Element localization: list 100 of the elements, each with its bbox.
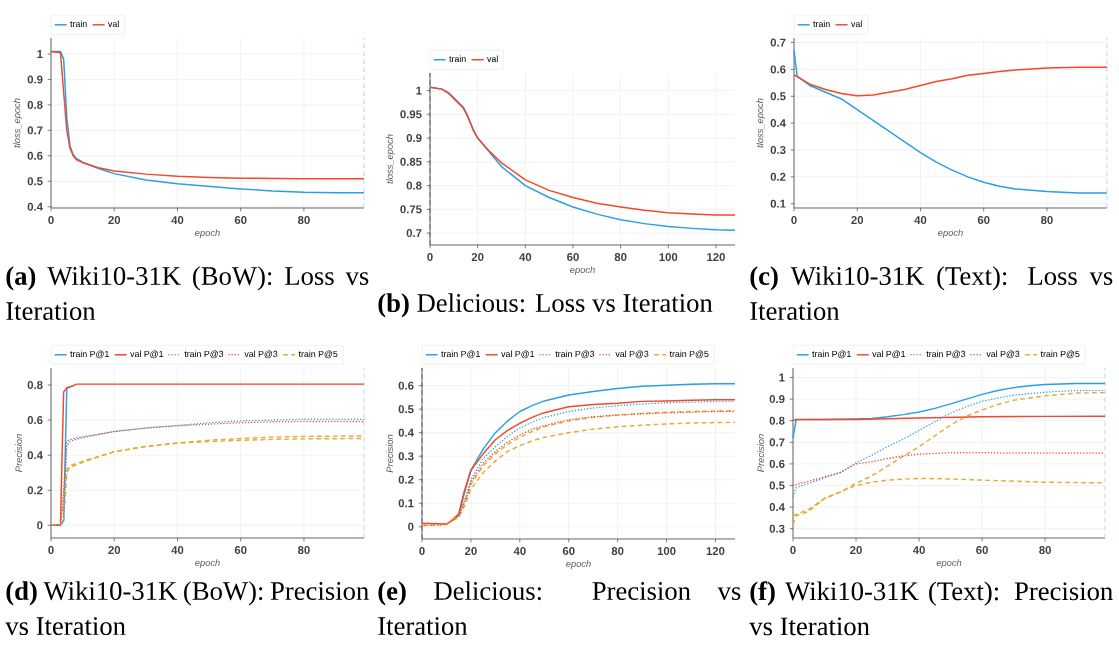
y-tick-label: 0.8 bbox=[406, 181, 422, 190]
x-tick-label: 60 bbox=[234, 216, 247, 225]
legend-label: val P@3 bbox=[615, 350, 649, 359]
y-tick-label: 0.9 bbox=[769, 395, 785, 404]
y-tick-label: 0.9 bbox=[406, 134, 422, 143]
y-tick-label: 0.3 bbox=[769, 524, 785, 533]
y-tick-label: 0.4 bbox=[398, 428, 414, 437]
x-tick-label: 0 bbox=[790, 546, 796, 555]
y-tick-label: 0.2 bbox=[770, 172, 786, 181]
x-tick-label: 40 bbox=[171, 216, 184, 225]
y-tick-label: 0.5 bbox=[770, 92, 786, 101]
x-tick-label: 60 bbox=[977, 216, 990, 225]
x-tick-label: 40 bbox=[519, 253, 532, 262]
legend-label: train P@1 bbox=[441, 350, 480, 359]
x-axis-title: epoch bbox=[570, 266, 595, 275]
x-tick-label: 40 bbox=[912, 546, 925, 555]
y-tick-label: 0.6 bbox=[27, 151, 43, 160]
y-tick-label: 0.7 bbox=[770, 38, 786, 47]
y-tick-label: 0.2 bbox=[27, 486, 43, 495]
x-tick-label: 60 bbox=[234, 546, 247, 555]
y-axis-title: Precision bbox=[15, 434, 23, 472]
legend-label: val P@3 bbox=[986, 350, 1020, 359]
y-axis-title: Precision bbox=[757, 434, 765, 472]
y-tick-label: 1 bbox=[416, 86, 422, 95]
y-tick-label: 0.5 bbox=[27, 177, 43, 186]
x-tick-label: 100 bbox=[659, 253, 678, 262]
legend-label: val P@1 bbox=[501, 350, 535, 359]
x-axis-title: epoch bbox=[938, 229, 963, 238]
x-tick-label: 60 bbox=[976, 546, 988, 555]
x-tick-label: 80 bbox=[1040, 216, 1053, 225]
text: (e) Delicious: Precision vs Iteration bbox=[378, 581, 741, 636]
legend-label: train bbox=[813, 20, 830, 28]
y-tick-label: 0.5 bbox=[398, 405, 414, 414]
x-axis-title: epoch bbox=[936, 559, 962, 568]
y-tick-label: 0.4 bbox=[770, 119, 786, 128]
y-tick-label: 0.6 bbox=[769, 459, 785, 468]
y-tick-label: 0.8 bbox=[27, 100, 43, 109]
y-tick-label: 0.95 bbox=[400, 110, 422, 119]
x-tick-label: 60 bbox=[562, 547, 575, 556]
x-tick-label: 120 bbox=[707, 253, 725, 262]
text: (c) Wiki10-31K (Text): Loss vs Iteration bbox=[750, 266, 1113, 321]
y-axis-title: tloss_epoch bbox=[13, 98, 23, 148]
y-axis-title: tloss_epoch bbox=[756, 98, 766, 148]
legend-label: train P@3 bbox=[184, 350, 224, 359]
x-tick-label: 20 bbox=[108, 216, 121, 225]
x-tick-label: 0 bbox=[48, 546, 54, 555]
y-tick-label: 0.3 bbox=[398, 452, 414, 461]
legend-label: train P@1 bbox=[812, 350, 851, 359]
y-tick-label: 0 bbox=[408, 522, 414, 531]
y-tick-label: 0.4 bbox=[27, 451, 43, 460]
x-axis-title: epoch bbox=[195, 559, 220, 568]
legend-label: train P@5 bbox=[1040, 350, 1080, 359]
x-tick-label: 0 bbox=[791, 216, 797, 225]
y-tick-label: 0.6 bbox=[770, 65, 786, 74]
legend-label: train bbox=[449, 55, 466, 63]
y-tick-label: 0.9 bbox=[27, 75, 43, 84]
y-tick-label: 0.7 bbox=[27, 126, 43, 135]
text: (b) Delicious: Loss vs Iteration bbox=[378, 293, 713, 318]
legend-label: val P@3 bbox=[244, 350, 278, 359]
y-tick-label: 0.75 bbox=[400, 205, 422, 214]
x-tick-label: 0 bbox=[427, 253, 433, 262]
x-tick-label: 80 bbox=[1039, 546, 1051, 555]
x-tick-label: 20 bbox=[851, 216, 864, 225]
legend-label: val P@1 bbox=[872, 350, 906, 359]
y-tick-label: 0.4 bbox=[27, 202, 43, 211]
y-tick-label: 0.85 bbox=[400, 157, 422, 166]
legend-label: val bbox=[851, 20, 862, 28]
y-tick-label: 0 bbox=[37, 521, 43, 530]
legend-label: train bbox=[70, 20, 87, 28]
text: (f) Wiki10-31K (Text): Precision vs Iteration bbox=[749, 581, 1113, 636]
y-tick-label: 0.8 bbox=[769, 416, 785, 425]
x-tick-label: 80 bbox=[297, 546, 310, 555]
y-axis-title: tloss_epoch bbox=[386, 134, 395, 184]
y-axis-title: Precision bbox=[386, 434, 394, 473]
x-tick-label: 20 bbox=[471, 253, 484, 262]
y-tick-label: 0.8 bbox=[27, 381, 43, 390]
y-tick-label: 0.4 bbox=[769, 503, 785, 512]
x-tick-label: 100 bbox=[657, 547, 676, 556]
x-tick-label: 40 bbox=[513, 547, 526, 556]
x-tick-label: 20 bbox=[850, 546, 862, 555]
y-tick-label: 1 bbox=[37, 50, 43, 58]
y-tick-label: 0.7 bbox=[769, 438, 785, 447]
text: (d) Wiki10-31K (BoW): Precision vs Iteration bbox=[5, 581, 369, 636]
x-axis-title: epoch bbox=[195, 229, 220, 238]
y-tick-label: 0.6 bbox=[27, 416, 43, 425]
text: (a) Wiki10-31K (BoW): Loss vs Iteration bbox=[6, 266, 369, 321]
x-tick-label: 60 bbox=[567, 253, 579, 262]
x-tick-label: 20 bbox=[108, 546, 121, 555]
legend-label: train P@3 bbox=[926, 350, 966, 359]
y-tick-label: 0.2 bbox=[398, 475, 414, 484]
y-tick-label: 1 bbox=[779, 373, 785, 382]
x-tick-label: 40 bbox=[914, 216, 927, 225]
legend-label: val bbox=[487, 55, 498, 63]
legend-label: train P@5 bbox=[669, 350, 709, 359]
x-tick-label: 120 bbox=[706, 547, 725, 556]
x-axis-title: epoch bbox=[566, 560, 591, 569]
y-tick-label: 0.1 bbox=[770, 199, 786, 208]
legend-label: train P@5 bbox=[298, 350, 338, 359]
y-tick-label: 0.6 bbox=[398, 381, 414, 390]
x-tick-label: 80 bbox=[614, 253, 627, 262]
